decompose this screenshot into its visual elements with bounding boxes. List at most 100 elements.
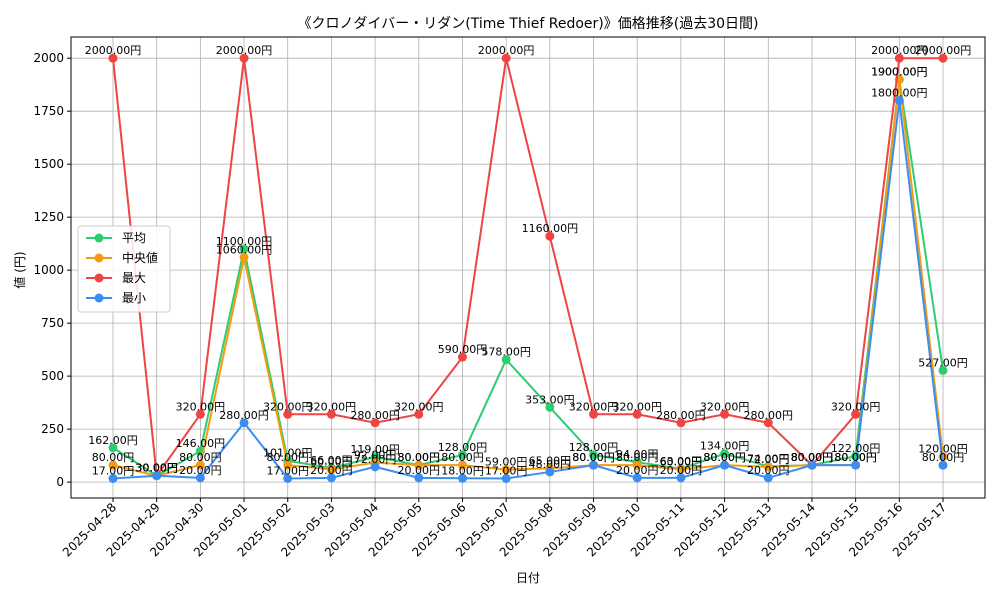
data-label: 20.00円 xyxy=(660,464,703,477)
data-point xyxy=(676,473,686,483)
data-point xyxy=(326,473,336,483)
legend-label: 平均 xyxy=(122,231,146,245)
data-label: 30.00円 xyxy=(135,462,178,475)
data-label: 80.00円 xyxy=(572,451,615,464)
y-axis-label: 値 (円) xyxy=(12,251,27,288)
data-label: 320.00円 xyxy=(700,400,750,413)
data-label: 92.00円 xyxy=(354,449,397,462)
y-tick-label: 0 xyxy=(56,475,64,489)
data-label: 30.00円 xyxy=(135,462,178,475)
data-label: 80.00円 xyxy=(922,451,965,464)
data-point xyxy=(589,450,599,460)
data-label: 72.00円 xyxy=(354,453,397,466)
data-label: 60.00円 xyxy=(310,455,353,468)
data-label: 80.00円 xyxy=(703,451,746,464)
data-label: 2000.00円 xyxy=(915,44,972,57)
data-point xyxy=(239,53,249,63)
series-3 xyxy=(108,96,948,484)
data-point xyxy=(195,409,205,419)
legend-swatch-marker xyxy=(94,293,104,303)
data-label: 2000.00円 xyxy=(871,44,928,57)
data-label: 80.00円 xyxy=(266,451,309,464)
legend-label: 最大 xyxy=(122,271,146,285)
data-label: 80.00円 xyxy=(179,451,222,464)
data-point xyxy=(851,460,861,470)
data-label: 1900.00円 xyxy=(871,65,928,78)
series-line xyxy=(112,79,944,477)
data-label: 80.00円 xyxy=(791,451,834,464)
series-layer xyxy=(108,53,948,484)
data-point xyxy=(195,473,205,483)
data-label: 20.00円 xyxy=(747,464,790,477)
data-point xyxy=(676,464,686,474)
data-point xyxy=(457,473,467,483)
data-point xyxy=(589,409,599,419)
data-point xyxy=(501,53,511,63)
data-label: 280.00円 xyxy=(656,409,706,422)
data-label: 320.00円 xyxy=(831,400,881,413)
data-point xyxy=(326,409,336,419)
series-line xyxy=(112,100,944,480)
data-point xyxy=(108,460,118,470)
data-point xyxy=(414,409,424,419)
series-1 xyxy=(108,74,948,481)
data-label: 65.00円 xyxy=(529,454,572,467)
data-point xyxy=(545,467,555,477)
data-point xyxy=(239,418,249,428)
data-label: 280.00円 xyxy=(350,409,400,422)
data-point xyxy=(370,418,380,428)
data-label: 94.00円 xyxy=(616,448,659,461)
data-label: 60.00円 xyxy=(660,455,703,468)
data-label: 128.00円 xyxy=(438,441,488,454)
data-label: 527.00円 xyxy=(918,356,968,369)
data-label: 120.00円 xyxy=(918,443,968,456)
data-labels: 162.00円 30.00円 146.00円 1100.00円 101.00円66.00… xyxy=(85,44,972,477)
data-point xyxy=(326,464,336,474)
y-tick-label: 250 xyxy=(41,422,64,436)
data-point xyxy=(457,450,467,460)
data-point xyxy=(720,409,730,419)
data-label: 17.00円 xyxy=(266,465,309,478)
data-point xyxy=(501,465,511,475)
y-tick-label: 1000 xyxy=(33,263,64,277)
data-label: 1800.00円 xyxy=(871,87,928,100)
data-label: 80.00円 xyxy=(441,451,484,464)
data-label: 2000.00円 xyxy=(85,44,142,57)
data-label: 80.00円 xyxy=(616,451,659,464)
data-label: 128.00円 xyxy=(569,441,619,454)
data-point xyxy=(720,460,730,470)
y-tick-label: 1250 xyxy=(33,210,64,224)
data-point xyxy=(283,474,293,484)
data-point xyxy=(589,460,599,470)
data-label: 59.00円 xyxy=(485,456,528,469)
data-label: 320.00円 xyxy=(394,400,444,413)
data-label: 63.00円 xyxy=(660,455,703,468)
data-label: 66.00円 xyxy=(310,454,353,467)
data-point xyxy=(239,252,249,262)
data-point xyxy=(545,402,555,412)
data-label: 1900.00円 xyxy=(871,65,928,78)
data-label: 80.00円 xyxy=(791,451,834,464)
data-point xyxy=(108,474,118,484)
legend-label: 最小 xyxy=(122,291,146,305)
data-point xyxy=(894,53,904,63)
data-label: 134.00円 xyxy=(700,440,750,453)
data-label: 80.00円 xyxy=(791,451,834,464)
y-tick-label: 2000 xyxy=(33,51,64,65)
data-point xyxy=(763,473,773,483)
data-point xyxy=(108,53,118,63)
data-point xyxy=(807,460,817,470)
data-point xyxy=(152,471,162,481)
data-label: 48.00円 xyxy=(529,458,572,471)
data-label: 320.00円 xyxy=(569,400,619,413)
data-point xyxy=(457,460,467,470)
data-label: 18.00円 xyxy=(441,464,484,477)
data-label: 578.00円 xyxy=(481,346,531,359)
legend-swatch-marker xyxy=(94,233,104,243)
data-point xyxy=(632,460,642,470)
data-label: 353.00円 xyxy=(525,393,575,406)
data-label: 2000.00円 xyxy=(478,44,535,57)
data-label: 1100.00円 xyxy=(216,235,273,248)
data-label: 17.00円 xyxy=(485,465,528,478)
